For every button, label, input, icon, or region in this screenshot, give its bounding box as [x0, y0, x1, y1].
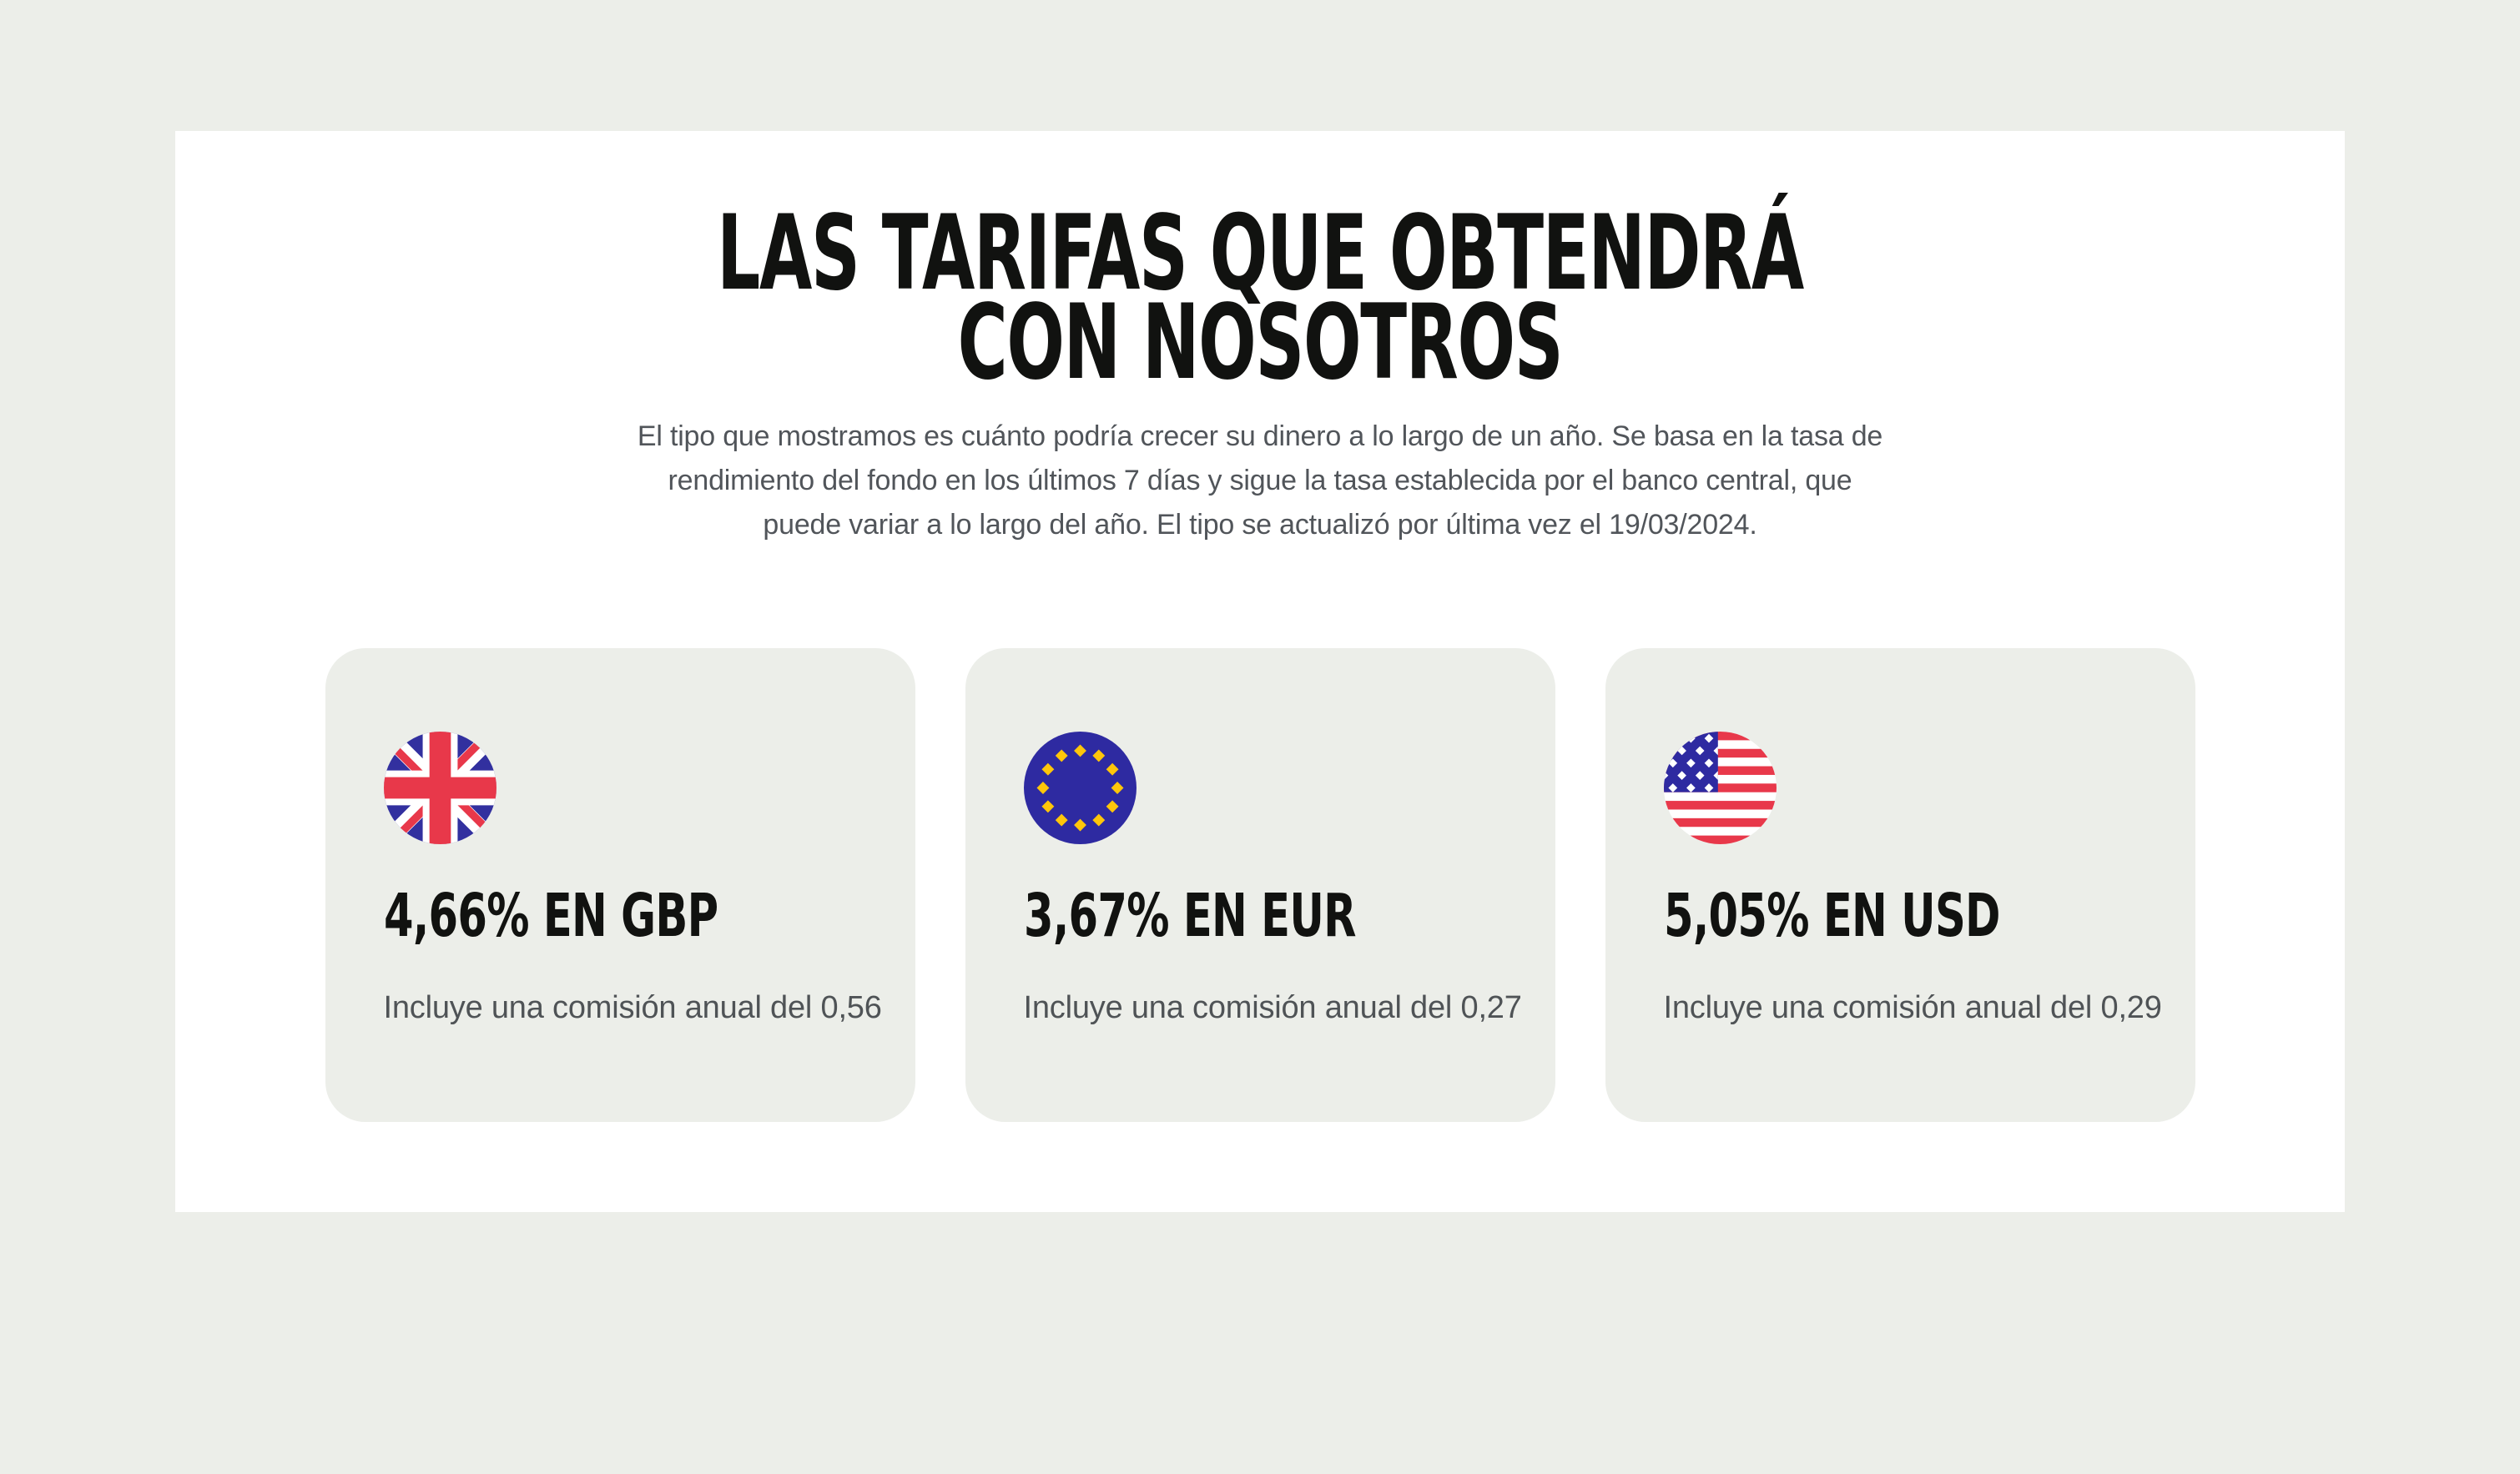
rate-card-gbp: 4,66% EN GBP Incluye una comisión anual …: [325, 648, 915, 1122]
fee-note-gbp: Incluye una comisión anual del 0,56: [383, 990, 882, 1025]
page-title-line1: LAS TARIFAS QUE OBTENDRÁ: [717, 194, 1804, 314]
page-title: LAS TARIFAS QUE OBTENDRÁ CON NOSOTROS: [544, 202, 1976, 395]
eu-flag-icon: [1023, 732, 1137, 844]
rate-value-gbp: 4,66% EN GBP: [383, 881, 718, 950]
rate-card-usd: 5,05% EN USD Incluye una comisión anual …: [1605, 648, 2195, 1122]
rates-description: El tipo que mostramos es cuánto podría c…: [637, 420, 1883, 541]
rate-cards-row: 4,66% EN GBP Incluye una comisión anual …: [175, 648, 2345, 1122]
rate-value-eur: 3,67% EN EUR: [1023, 881, 1357, 950]
rates-section-panel: LAS TARIFAS QUE OBTENDRÁ CON NOSOTROS El…: [175, 131, 2345, 1212]
us-flag-icon: [1663, 732, 1777, 844]
fee-note-usd: Incluye una comisión anual del 0,29: [1663, 990, 2162, 1025]
rate-card-eur: 3,67% EN EUR Incluye una comisión anual …: [965, 648, 1555, 1122]
fee-note-eur: Incluye una comisión anual del 0,27: [1023, 990, 1522, 1025]
rate-value-usd: 5,05% EN USD: [1663, 881, 2000, 950]
page-title-line2: CON NOSOTROS: [957, 283, 1564, 403]
uk-flag-icon: [383, 732, 496, 844]
